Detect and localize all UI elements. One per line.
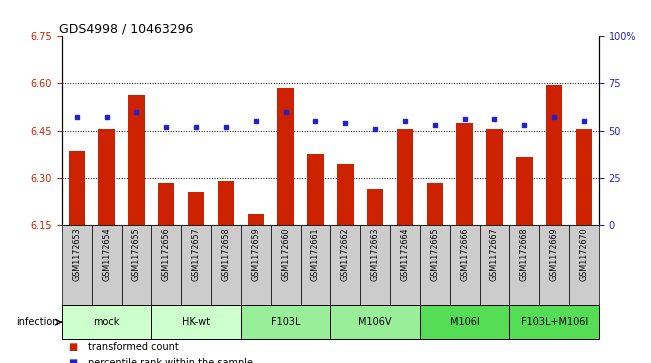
- Bar: [337, 164, 353, 225]
- Text: GSM1172669: GSM1172669: [549, 228, 559, 281]
- Bar: [426, 183, 443, 225]
- Bar: [510, 225, 539, 305]
- Bar: [158, 183, 174, 225]
- Bar: [277, 88, 294, 225]
- Text: transformed count: transformed count: [88, 342, 178, 352]
- Bar: [62, 225, 92, 305]
- Text: mock: mock: [93, 317, 120, 327]
- Bar: [396, 129, 413, 225]
- Bar: [92, 225, 122, 305]
- Bar: [510, 305, 599, 339]
- Bar: [486, 129, 503, 225]
- Text: GSM1172666: GSM1172666: [460, 228, 469, 281]
- Bar: [128, 94, 145, 225]
- Text: GSM1172667: GSM1172667: [490, 228, 499, 281]
- Text: M106I: M106I: [450, 317, 480, 327]
- Bar: [62, 305, 151, 339]
- Text: M106V: M106V: [359, 317, 392, 327]
- Bar: [546, 85, 562, 225]
- Bar: [330, 305, 420, 339]
- Bar: [367, 189, 383, 225]
- Text: GSM1172655: GSM1172655: [132, 228, 141, 281]
- Text: GSM1172658: GSM1172658: [221, 228, 230, 281]
- Text: GSM1172664: GSM1172664: [400, 228, 409, 281]
- Text: infection: infection: [16, 317, 59, 327]
- Bar: [456, 123, 473, 225]
- Text: GSM1172663: GSM1172663: [370, 228, 380, 281]
- Text: GSM1172657: GSM1172657: [191, 228, 201, 281]
- Bar: [247, 214, 264, 225]
- Text: GSM1172660: GSM1172660: [281, 228, 290, 281]
- Bar: [211, 225, 241, 305]
- Text: GSM1172656: GSM1172656: [162, 228, 171, 281]
- Text: GSM1172654: GSM1172654: [102, 228, 111, 281]
- Bar: [516, 158, 533, 225]
- Bar: [181, 225, 211, 305]
- Bar: [151, 305, 241, 339]
- Text: GSM1172659: GSM1172659: [251, 228, 260, 281]
- Bar: [241, 225, 271, 305]
- Bar: [360, 225, 390, 305]
- Bar: [151, 225, 181, 305]
- Text: GSM1172661: GSM1172661: [311, 228, 320, 281]
- Text: ■: ■: [68, 358, 77, 363]
- Bar: [217, 181, 234, 225]
- Bar: [241, 305, 330, 339]
- Bar: [539, 225, 569, 305]
- Text: ■: ■: [68, 342, 77, 352]
- Bar: [68, 151, 85, 225]
- Text: F103L: F103L: [271, 317, 300, 327]
- Bar: [307, 154, 324, 225]
- Bar: [271, 225, 301, 305]
- Bar: [188, 192, 204, 225]
- Bar: [450, 225, 480, 305]
- Text: GSM1172653: GSM1172653: [72, 228, 81, 281]
- Text: GSM1172670: GSM1172670: [579, 228, 589, 281]
- Bar: [330, 225, 360, 305]
- Bar: [301, 225, 330, 305]
- Text: HK-wt: HK-wt: [182, 317, 210, 327]
- Bar: [575, 129, 592, 225]
- Bar: [98, 129, 115, 225]
- Bar: [569, 225, 599, 305]
- Text: GSM1172668: GSM1172668: [520, 228, 529, 281]
- Bar: [480, 225, 510, 305]
- Bar: [420, 225, 450, 305]
- Text: GSM1172665: GSM1172665: [430, 228, 439, 281]
- Text: GDS4998 / 10463296: GDS4998 / 10463296: [59, 22, 193, 35]
- Text: GSM1172662: GSM1172662: [341, 228, 350, 281]
- Text: percentile rank within the sample: percentile rank within the sample: [88, 358, 253, 363]
- Bar: [390, 225, 420, 305]
- Bar: [122, 225, 151, 305]
- Bar: [420, 305, 510, 339]
- Text: F103L+M106I: F103L+M106I: [521, 317, 588, 327]
